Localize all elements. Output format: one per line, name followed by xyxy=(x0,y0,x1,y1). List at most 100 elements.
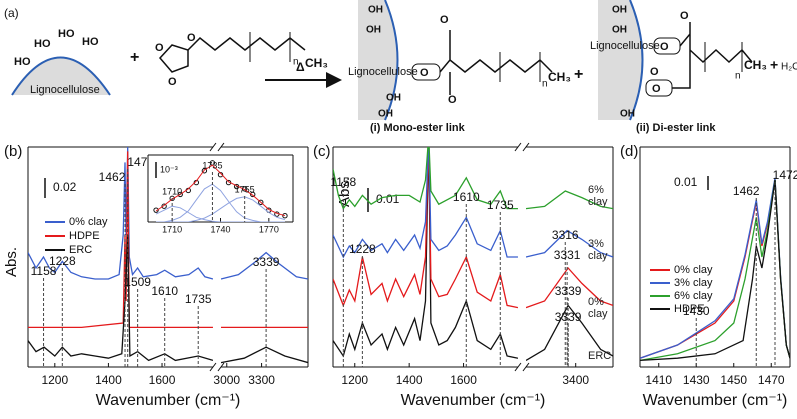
spectrum-line xyxy=(220,251,309,280)
o-label: O xyxy=(652,83,661,95)
axis-break xyxy=(209,142,217,152)
spectrum-line xyxy=(220,346,309,364)
x-tick-label: 1400 xyxy=(396,373,423,387)
bracket xyxy=(704,42,743,72)
o-label: O xyxy=(448,94,457,106)
chain xyxy=(672,22,753,89)
plus: + xyxy=(574,66,583,83)
oh-label: OH xyxy=(368,5,383,16)
x-tick-label: 3400 xyxy=(562,373,589,387)
oh-label: OH xyxy=(386,93,401,104)
caption: (ii) Di-ester link xyxy=(636,122,716,134)
heat: Δ xyxy=(296,60,305,74)
scale-label: 10⁻³ xyxy=(160,164,178,174)
series-label: ERC xyxy=(588,350,612,362)
data-point xyxy=(250,191,256,198)
peak-label: 3331 xyxy=(554,248,581,262)
oh-label: OH xyxy=(620,109,635,120)
peak-label: 3339 xyxy=(253,255,280,269)
series-label: 6% clay xyxy=(588,184,608,208)
peak-label: 1710 xyxy=(162,186,182,196)
oh-label: HO xyxy=(82,36,99,48)
peak-label: 1430 xyxy=(683,304,710,318)
o-label: O xyxy=(650,66,659,78)
oh-label: OH xyxy=(378,109,393,120)
plus: + xyxy=(770,57,778,73)
legend-label: HDPE xyxy=(69,230,100,242)
oh-label: OH xyxy=(612,25,627,36)
spectrum-line xyxy=(333,147,518,211)
axis-break xyxy=(522,142,530,152)
x-tick-label: 1430 xyxy=(683,373,710,387)
peak-label: 1610 xyxy=(151,284,178,298)
data-point xyxy=(282,212,288,219)
peak-label: 1735 xyxy=(185,292,212,306)
ch3: CH₃ xyxy=(548,70,571,84)
peak-label: 1472 xyxy=(773,168,797,182)
chain xyxy=(187,36,306,51)
series-label: 0% clay xyxy=(588,296,608,320)
spectrum-line xyxy=(525,229,614,258)
x-tick-label: 1470 xyxy=(758,373,785,387)
spectrum-line xyxy=(155,164,286,217)
axis-break xyxy=(217,362,225,372)
axis-break xyxy=(522,362,530,372)
anhydride-ring xyxy=(158,44,189,73)
spectrum-line xyxy=(640,179,790,362)
substrate-label: Lignocellulose xyxy=(30,84,100,96)
x-tick-label: 1770 xyxy=(259,224,279,234)
peak-label: 1509 xyxy=(124,275,151,289)
peak-label: 1462 xyxy=(99,170,126,184)
o-label: O xyxy=(420,67,429,79)
spectrum-line xyxy=(28,147,214,280)
chain xyxy=(439,30,553,95)
legend-label: 3% clay xyxy=(674,277,713,289)
y-axis-label: Abs. xyxy=(3,247,20,277)
spectrum-line xyxy=(155,205,285,222)
spectrum-line xyxy=(156,183,285,222)
x-axis-label: Wavenumber (cm⁻¹) xyxy=(643,392,788,409)
spectrum-line xyxy=(333,147,519,309)
peak-label: 1462 xyxy=(733,184,760,198)
axis-break xyxy=(514,362,522,372)
panel-label: (a) xyxy=(4,6,19,20)
peak-label: 1158 xyxy=(31,264,57,278)
spectrum-line xyxy=(525,190,614,210)
data-point xyxy=(177,191,183,198)
spectrum-line xyxy=(333,147,519,359)
data-point xyxy=(258,199,264,205)
spectrum-line xyxy=(28,151,213,329)
x-axis-label: Wavenumber (cm⁻¹) xyxy=(401,392,546,409)
x-tick-label: 1200 xyxy=(41,373,68,387)
o-label: O xyxy=(187,32,196,44)
scale-label: 0.02 xyxy=(53,180,77,194)
substrate-shape xyxy=(358,0,398,120)
substrate-label: Lignocellulose xyxy=(590,40,660,52)
data-point xyxy=(161,203,167,209)
panel-label: (b) xyxy=(4,143,22,160)
substrate-shape xyxy=(598,0,643,120)
x-tick-label: 3300 xyxy=(248,373,275,387)
spectrum-line xyxy=(156,196,286,222)
peak-label: 1228 xyxy=(49,254,76,268)
legend-label: ERC xyxy=(69,244,92,256)
peak-label: 1735 xyxy=(487,198,514,212)
oh-label: HO xyxy=(58,28,75,40)
n-label: n xyxy=(293,57,299,68)
panel-label: (c) xyxy=(313,143,331,160)
peak-label: 3316 xyxy=(552,228,579,242)
series-label: 3% clay xyxy=(588,238,608,262)
x-tick-label: 1600 xyxy=(149,373,176,387)
x-tick-label: 1710 xyxy=(162,224,182,234)
axis-break xyxy=(209,362,217,372)
spectrum-line xyxy=(333,147,518,259)
substrate-label: Lignocellulose xyxy=(348,66,418,78)
oh-label: OH xyxy=(366,25,381,36)
oh-label: HO xyxy=(14,56,31,68)
peak-label: 3339 xyxy=(555,310,582,324)
legend-label: 0% clay xyxy=(69,216,108,228)
oh-label: OH xyxy=(612,5,627,16)
x-tick-label: 1410 xyxy=(645,373,672,387)
